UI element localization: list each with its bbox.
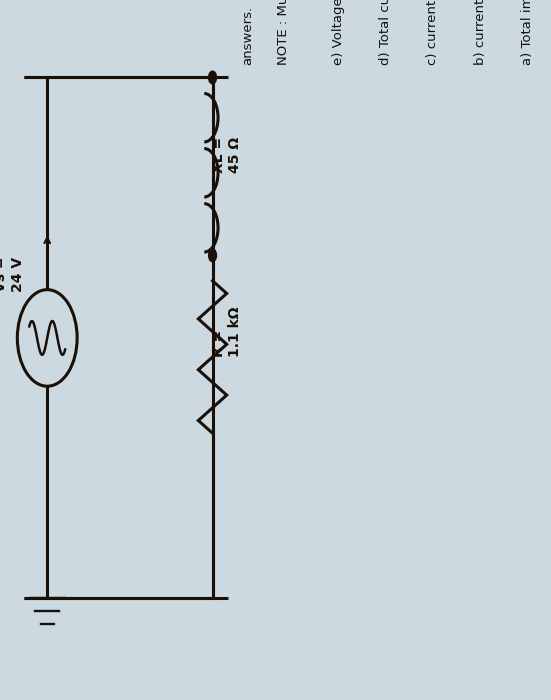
Text: answers.: answers. — [241, 6, 255, 65]
Circle shape — [209, 71, 217, 84]
Text: a) Total impedance: a) Total impedance — [521, 0, 534, 65]
Text: XL =
45 Ω: XL = 45 Ω — [212, 136, 242, 173]
Text: e) Voltage drop across Resistor and Inductor: e) Voltage drop across Resistor and Indu… — [332, 0, 345, 65]
Circle shape — [209, 249, 217, 262]
Text: R =
1.1 kΩ: R = 1.1 kΩ — [212, 307, 242, 357]
Text: Vs =
24 V: Vs = 24 V — [0, 257, 25, 292]
Text: d) Total current: d) Total current — [379, 0, 392, 65]
Text: NOTE : Must provide explanation (procedure) how you obtained each of the: NOTE : Must provide explanation (procedu… — [277, 0, 290, 65]
Text: b) current through resistor: b) current through resistor — [474, 0, 487, 65]
Text: c) current through inductor: c) current through inductor — [426, 0, 440, 65]
